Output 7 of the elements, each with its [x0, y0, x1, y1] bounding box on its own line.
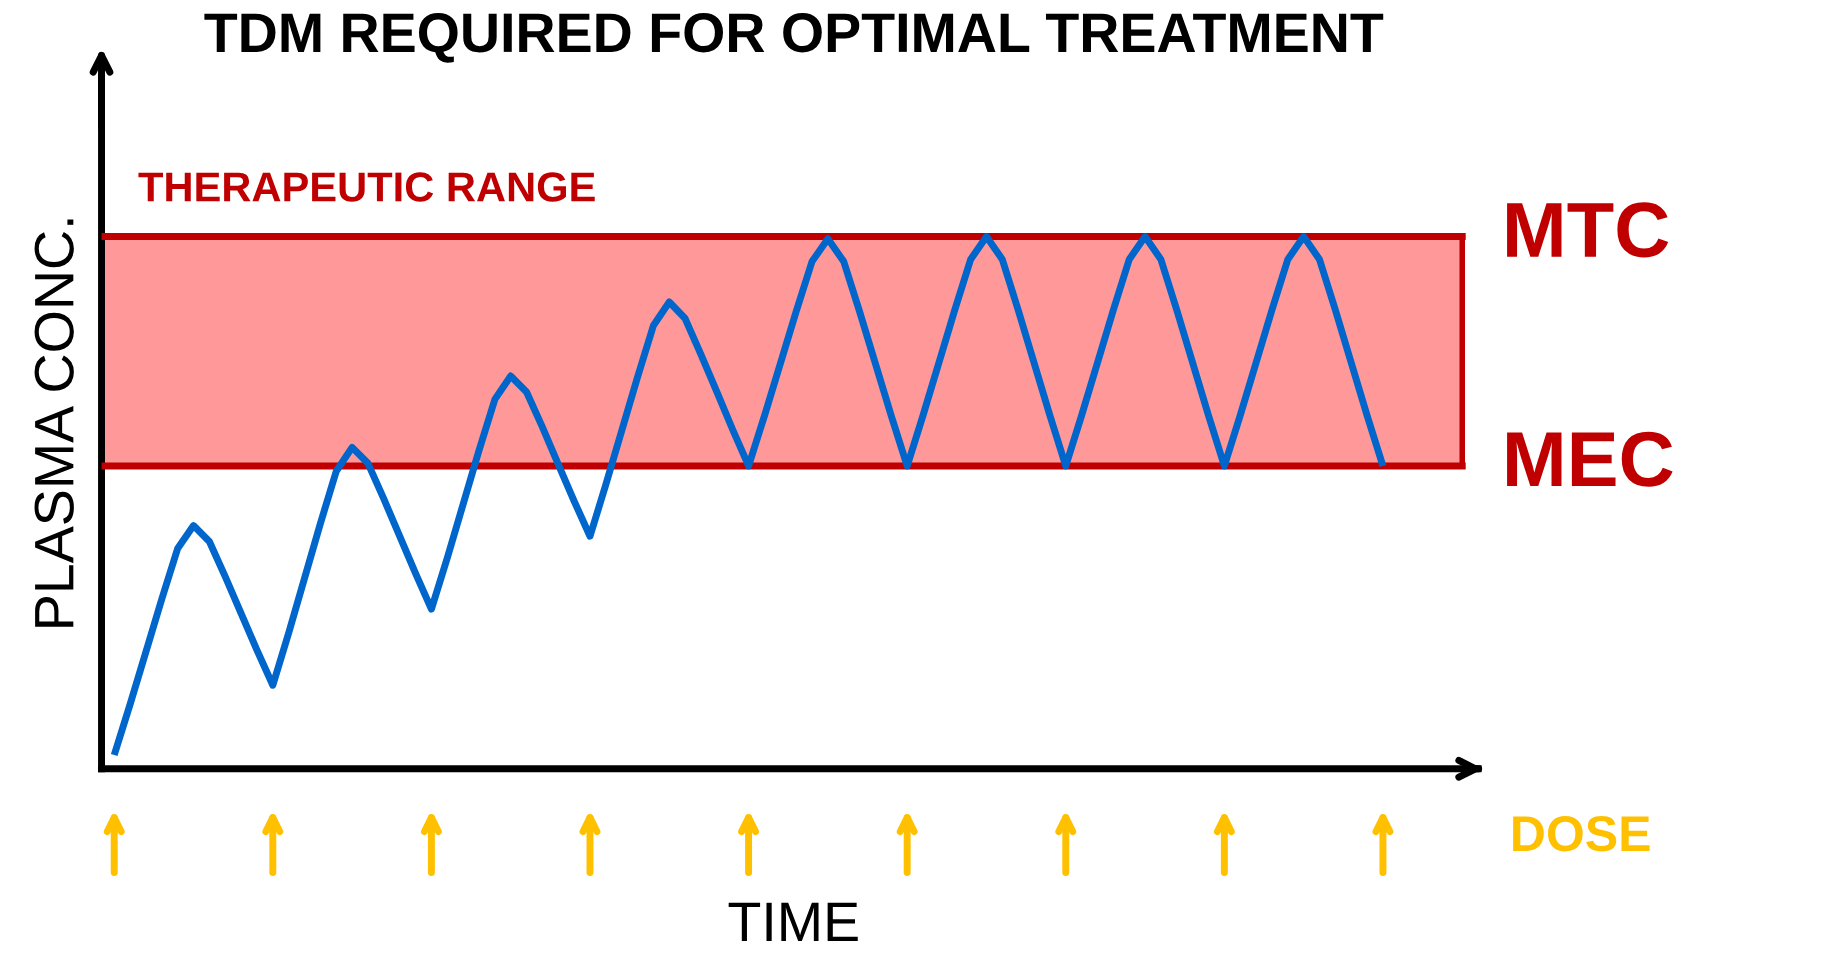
band-label: THERAPEUTIC RANGE	[138, 172, 595, 202]
ref-line-label: MEC	[1507, 431, 1673, 487]
chart-title: TDM REQUIRED FOR OPTIMAL TREATMENT	[204, 13, 1384, 63]
text: DOSE	[1513, 816, 1650, 852]
ref-line-label: MTC	[1507, 202, 1669, 258]
y-axis-title: PLASMA CONC.	[34, 219, 74, 627]
x-axis-title: TIME	[728, 902, 858, 941]
